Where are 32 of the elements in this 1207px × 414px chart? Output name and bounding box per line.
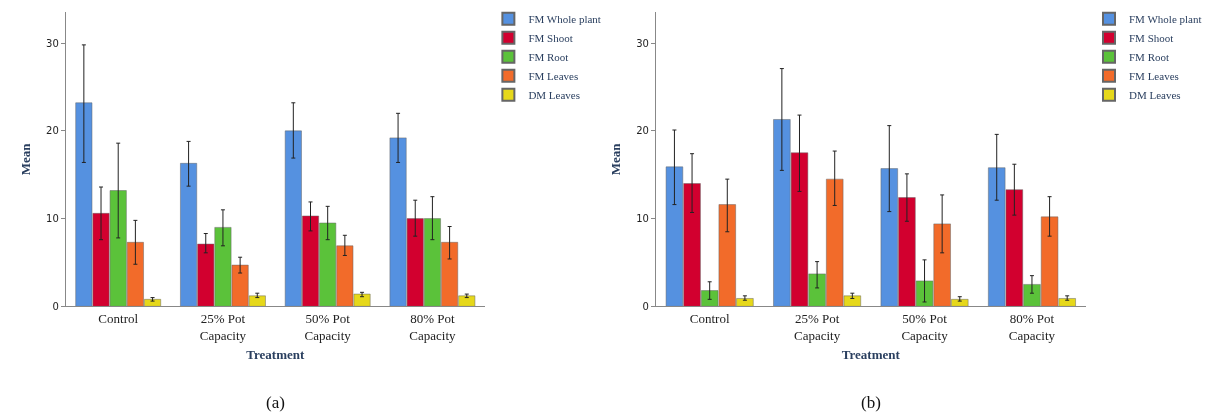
x-axis-title: Treatment: [246, 347, 305, 363]
text: (b): [861, 393, 881, 412]
y-tick-label: 30: [636, 37, 649, 49]
y-tick-label: 10: [46, 213, 59, 225]
y-axis-title: Mean: [18, 142, 34, 176]
y-tick-label: 0: [52, 300, 59, 312]
legend-label: FM Shoot: [528, 31, 573, 44]
x-axis-title: Treatment: [841, 347, 901, 363]
legend-label: DM Leaves: [528, 88, 580, 101]
y-axis-title: Mean: [608, 142, 624, 176]
legend-label: DM Leaves: [1129, 88, 1181, 101]
legend-label: FM Root: [528, 50, 569, 63]
legend-label: FM Leaves: [528, 69, 579, 82]
y-tick-label: 30: [46, 37, 59, 49]
x-tick-label: 80% Pot Capacity: [1008, 310, 1056, 343]
x-tick-label: 80% Pot Capacity: [409, 310, 457, 343]
legend-label: FM Whole plant: [528, 12, 601, 25]
legend-label: FM Shoot: [1129, 31, 1174, 44]
y-tick-label: 20: [636, 125, 649, 137]
x-tick-label: 50% Pot Capacity: [304, 310, 352, 343]
x-tick-label: 25% Pot Capacity: [794, 310, 841, 343]
y-tick-label: 10: [636, 213, 649, 225]
x-tick-label: 25% Pot Capacity: [199, 310, 247, 343]
legend-label: FM Root: [1129, 50, 1170, 63]
legend-label: FM Whole plant: [1129, 12, 1202, 25]
x-tick-label: Control: [689, 310, 730, 326]
x-tick-label: Control: [98, 310, 139, 326]
y-tick-label: 0: [642, 300, 649, 312]
legend-label: FM Leaves: [1129, 69, 1179, 82]
y-tick-label: 20: [46, 125, 59, 137]
x-tick-label: 50% Pot Capacity: [901, 310, 949, 343]
text: (a): [266, 393, 285, 412]
